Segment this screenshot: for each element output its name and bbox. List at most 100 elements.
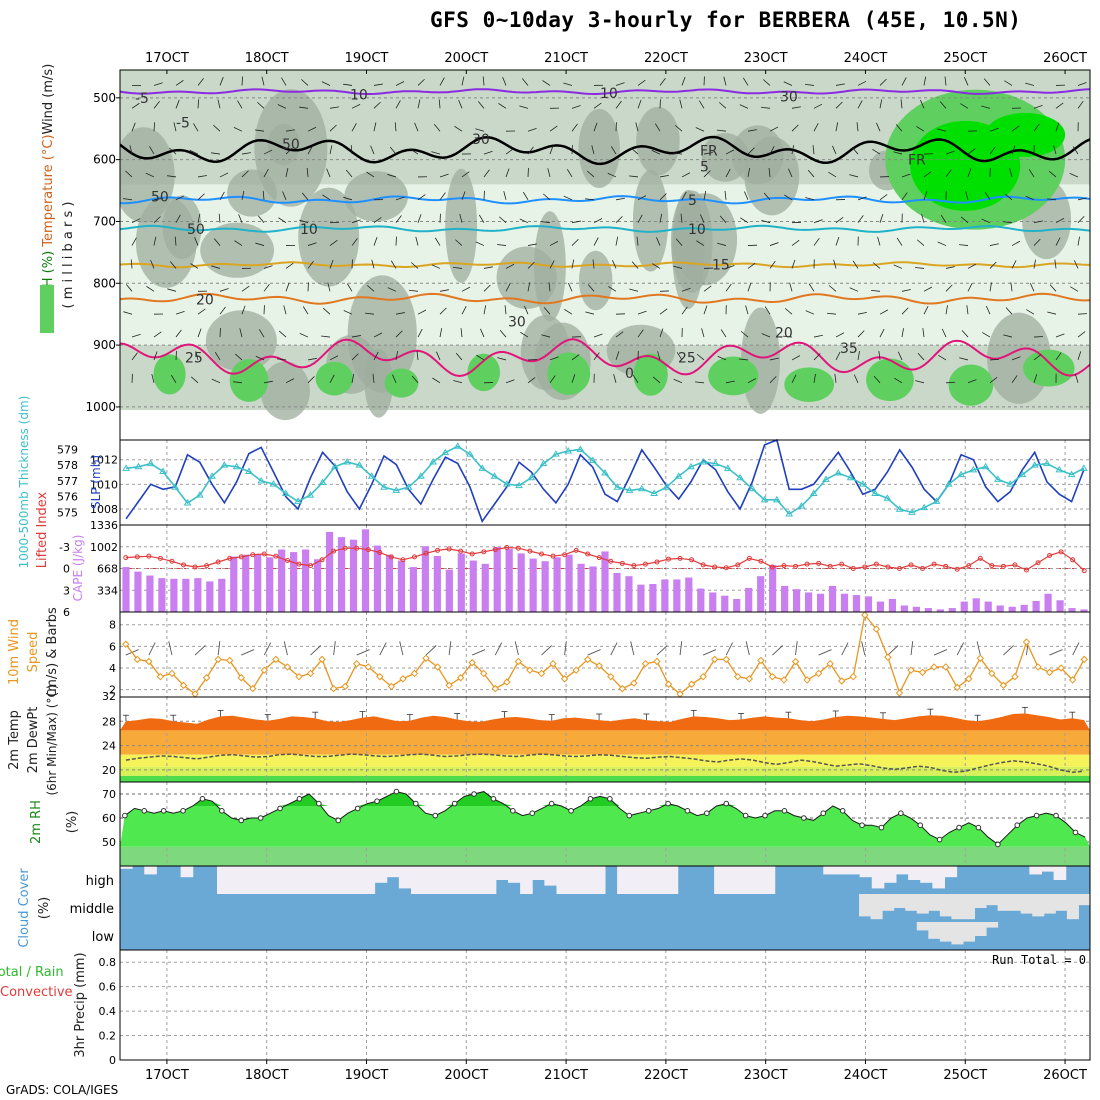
- wind-barb: [791, 106, 801, 109]
- thickness-marker: [367, 472, 376, 479]
- wind-barb: [615, 351, 620, 361]
- thickness-marker: [355, 461, 364, 468]
- rh2m-marker: [568, 808, 574, 814]
- wind-barb: [659, 213, 663, 223]
- panel-frames-layer: [116, 69, 1091, 1064]
- wind-speed-line: [125, 613, 1085, 695]
- axis-label-part: Cloud Cover: [17, 868, 32, 948]
- cloud-gap: [374, 866, 388, 883]
- surface-wind-barb: [956, 642, 964, 656]
- wind-barb: [893, 151, 903, 155]
- wind-barb: [1029, 282, 1035, 292]
- cloud-gap: [883, 866, 897, 883]
- cloud-gap: [932, 866, 945, 889]
- wind-barb: [747, 282, 752, 292]
- wind-barb: [571, 374, 576, 383]
- wind-barb: [742, 77, 749, 86]
- wind-barb: [239, 328, 243, 338]
- wind-barb: [197, 193, 205, 201]
- cape-ylabel: CAPE (J/kg): [71, 535, 85, 602]
- cape-bar: [457, 553, 465, 612]
- cape-bar: [804, 592, 813, 612]
- wind-barb: [219, 288, 229, 292]
- cape-bar: [577, 563, 585, 612]
- x-tick-label-bottom: 25OCT: [943, 1068, 987, 1083]
- contour-label: 0: [625, 366, 634, 382]
- cape-bar: [1080, 609, 1088, 612]
- wind-barb: [768, 167, 771, 177]
- lifted-index-marker: [758, 558, 764, 564]
- cloud-gap: [556, 866, 570, 894]
- rh2m-marker: [451, 800, 458, 807]
- temp-tick-label: 28: [102, 715, 116, 728]
- rh-green-blob: [229, 358, 269, 402]
- wind-barb: [615, 216, 623, 223]
- wind-barb: [153, 197, 163, 201]
- wind-speed-marker: [237, 674, 245, 682]
- wind-barb: [1070, 286, 1079, 292]
- wind-barb: [923, 76, 927, 86]
- temp-area: [120, 713, 1090, 731]
- wind-barb: [483, 305, 487, 315]
- wind-barb: [482, 76, 485, 86]
- thickness-marker: [232, 462, 241, 470]
- wind-barb: [1077, 100, 1084, 109]
- rh2m-line: [124, 791, 1086, 846]
- lifted-index-marker: [954, 566, 960, 572]
- wind-barb: [788, 168, 793, 178]
- wind-barb: [454, 125, 463, 132]
- wind-speed-marker: [491, 684, 500, 693]
- wind-barb: [417, 99, 421, 109]
- wind-speed-marker: [295, 672, 303, 681]
- wind-barb: [151, 373, 155, 383]
- y-tick-label: 500: [93, 91, 116, 105]
- wind-barb: [241, 190, 245, 200]
- wind-speed-marker: [560, 675, 569, 683]
- lifted-index-marker: [284, 558, 290, 564]
- thickness-line: [126, 445, 1085, 516]
- wind-barb: [747, 147, 755, 155]
- wind-barb: [873, 375, 881, 384]
- temp-band: [120, 730, 1090, 755]
- wind-barb: [411, 375, 419, 384]
- lifted-index-marker: [550, 553, 556, 559]
- wind-barb: [329, 124, 337, 132]
- wind-speed-marker: [549, 659, 557, 668]
- cloud-gap: [944, 866, 958, 878]
- lifted-index-marker: [619, 560, 625, 566]
- wind-barb: [417, 309, 427, 315]
- wind-barb: [461, 76, 465, 86]
- cape-bar: [1056, 600, 1064, 612]
- lifted-index-marker: [1081, 568, 1087, 574]
- wind-barb: [1077, 236, 1080, 246]
- wind-barb: [549, 375, 556, 384]
- wind-barb: [1011, 260, 1017, 269]
- wind-barb: [1005, 307, 1013, 315]
- rh-green-blob: [467, 353, 501, 392]
- wind-barb: [329, 240, 338, 246]
- x-tick-label-top: 19OCT: [345, 51, 389, 66]
- lifted-index-marker: [1047, 552, 1053, 558]
- run-total-label: Run Total = 0: [992, 953, 1086, 967]
- wind-barb: [813, 123, 819, 132]
- surface-wind-barb: [425, 645, 437, 656]
- wind-barb: [1077, 331, 1086, 338]
- wind-barb: [131, 122, 136, 132]
- surface-wind-barb: [148, 642, 156, 656]
- cloud-gap: [568, 866, 582, 894]
- cloud-gap: [314, 866, 327, 894]
- cape-bar: [361, 529, 370, 612]
- cape-tick-label: 334: [97, 584, 118, 597]
- axis-label-part: Speed: [26, 632, 41, 673]
- lifted-index-marker: [123, 555, 129, 561]
- wind-barb: [607, 172, 617, 178]
- cloud-gap: [974, 922, 987, 936]
- cloud-gap: [483, 866, 497, 894]
- wind-barb: [613, 374, 617, 383]
- contour-label: 30: [472, 132, 490, 148]
- cloud-gap: [738, 866, 751, 894]
- wind-barb: [343, 83, 353, 86]
- wind-barb: [615, 82, 625, 86]
- cloud-gap: [326, 866, 339, 894]
- wind-barb: [981, 105, 991, 109]
